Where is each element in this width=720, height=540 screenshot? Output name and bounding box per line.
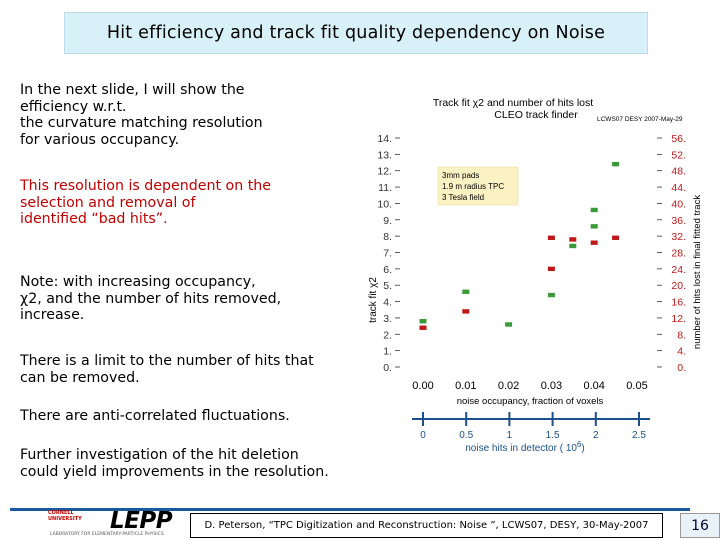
paragraph-intro: In the next slide, I will show the effic… xyxy=(20,82,263,148)
lepp-logo-text: LEPP xyxy=(110,508,173,534)
data-point xyxy=(590,207,598,213)
paragraph-limit: There is a limit to the number of hits t… xyxy=(20,353,314,386)
data-point xyxy=(569,243,577,249)
noise-axis-tick-label: 2.5 xyxy=(632,430,646,441)
data-point xyxy=(569,237,577,242)
annotation-line-3: 3 Tesla field xyxy=(442,193,484,202)
data-point xyxy=(590,224,598,229)
data-point xyxy=(590,240,598,245)
chart-title: Track fit χ2 and number of hits lost xyxy=(433,97,593,109)
left-tick-label: 4. xyxy=(383,297,392,309)
left-tick-label: 12. xyxy=(377,166,392,178)
noise-axis-tick-label: 0.5 xyxy=(459,430,473,441)
lepp-logo-subtitle: LABORATORY FOR ELEMENTARY-PARTICLE PHYSI… xyxy=(50,532,164,537)
data-point xyxy=(462,309,470,314)
x-tick-label: 0.01 xyxy=(455,380,476,392)
noise-axis-label-main: noise hits in detector ( 10 xyxy=(465,443,577,454)
chart-title-text: Track fit χ2 and number of hits lost xyxy=(433,97,593,109)
left-tick-label: 6. xyxy=(383,264,392,276)
x-axis-label: noise occupancy, fraction of voxels xyxy=(457,396,604,407)
chart-stamp: LCWS07 DESY 2007-May-29 xyxy=(597,116,683,123)
y-axis-label-right: number of hits lost in final fitted trac… xyxy=(692,195,703,349)
annotation-line-2: 1.9 m radius TPC xyxy=(442,182,504,191)
paragraph-resolution: This resolution is dependent on the sele… xyxy=(20,178,272,227)
left-tick-label: 11. xyxy=(378,182,392,194)
data-point xyxy=(547,266,555,272)
noise-axis-tick-label: 1 xyxy=(507,430,513,441)
noise-axis-label-end: ) xyxy=(581,443,584,454)
left-tick-label: 9. xyxy=(383,215,392,227)
right-tick-label: 56. xyxy=(671,133,686,145)
noise-axis-tick-label: 0 xyxy=(420,430,426,441)
right-tick-label: 28. xyxy=(671,248,686,260)
x-tick-label: 0.02 xyxy=(498,380,519,392)
data-point xyxy=(547,235,555,240)
right-tick-label: 4. xyxy=(677,346,686,358)
data-point xyxy=(612,161,620,167)
right-tick-label: 24. xyxy=(671,264,686,276)
left-tick-label: 5. xyxy=(383,280,392,292)
lepp-logo: CORNELL UNIVERSITY LEPP LABORATORY FOR E… xyxy=(48,508,178,538)
y-axis-label-left: track fit χ2 xyxy=(368,277,379,323)
slide-title: Hit efficiency and track fit quality dep… xyxy=(64,12,648,54)
right-tick-label: 52. xyxy=(671,149,686,161)
right-tick-label: 36. xyxy=(671,215,686,227)
left-tick-label: 2. xyxy=(383,329,392,341)
left-tick-label: 0. xyxy=(383,362,392,374)
right-tick-label: 0. xyxy=(677,362,686,374)
data-point xyxy=(419,325,427,330)
footer-divider xyxy=(10,508,690,511)
left-tick-label: 13. xyxy=(377,149,392,161)
right-tick-label: 44. xyxy=(671,182,686,194)
noise-axis-label-exp: 6 xyxy=(577,440,582,449)
paragraph-fluctuations: There are anti-correlated fluctuations. xyxy=(20,408,290,424)
left-tick-labels: 0. 1. 2. 3. 4. 5. 6. 7. 8. 9. 10. 11. 12. 13. 14. xyxy=(377,133,400,374)
x-tick-label: 0.00 xyxy=(412,380,433,392)
right-tick-label: 32. xyxy=(671,231,686,243)
cornell-logo-text: CORNELL UNIVERSITY xyxy=(48,510,82,522)
data-point xyxy=(505,322,513,327)
left-tick-label: 8. xyxy=(383,231,392,243)
chart-subtitle: CLEO track finder xyxy=(494,109,578,121)
data-point xyxy=(612,235,620,240)
left-tick-label: 7. xyxy=(383,248,392,260)
footer-citation: D. Peterson, “TPC Digitization and Recon… xyxy=(190,513,663,538)
left-tick-label: 1. xyxy=(383,346,392,358)
data-point xyxy=(547,292,555,298)
noise-axis: 0 0.5 1 1.5 2 2.5 xyxy=(412,412,650,441)
noise-axis-tick-label: 1.5 xyxy=(546,430,560,441)
paragraph-conclusion: Further investigation of the hit deletio… xyxy=(20,447,329,480)
annotation-box xyxy=(437,166,519,206)
right-tick-labels: 0. 4. 8. 12. 16. 20. 24. 28. 32. 36. 40. 44. 48. 52. 5… xyxy=(657,133,686,374)
annotation-line-1: 3mm pads xyxy=(442,171,479,180)
data-point xyxy=(462,289,470,294)
right-tick-label: 40. xyxy=(671,198,686,210)
left-tick-label: 3. xyxy=(383,313,392,325)
page-number: 16 xyxy=(680,513,720,538)
data-point xyxy=(419,319,427,324)
x-tick-label: 0.05 xyxy=(626,380,647,392)
x-tick-label: 0.03 xyxy=(541,380,562,392)
data-points xyxy=(419,161,620,330)
paragraph-note: Note: with increasing occupancy, χ2, and… xyxy=(20,274,282,323)
left-tick-label: 14. xyxy=(377,133,392,145)
left-tick-label: 10. xyxy=(377,198,392,210)
noise-axis-label: noise hits in detector ( 106) xyxy=(465,440,585,454)
right-tick-label: 16. xyxy=(671,297,686,309)
right-tick-label: 20. xyxy=(671,280,686,292)
noise-axis-tick-label: 2 xyxy=(593,430,599,441)
right-tick-label: 8. xyxy=(677,329,686,341)
right-tick-label: 48. xyxy=(671,166,686,178)
x-tick-labels: 0.00 0.01 0.02 0.03 0.04 0.05 xyxy=(412,380,647,392)
right-tick-label: 12. xyxy=(671,313,686,325)
x-tick-label: 0.04 xyxy=(583,380,604,392)
